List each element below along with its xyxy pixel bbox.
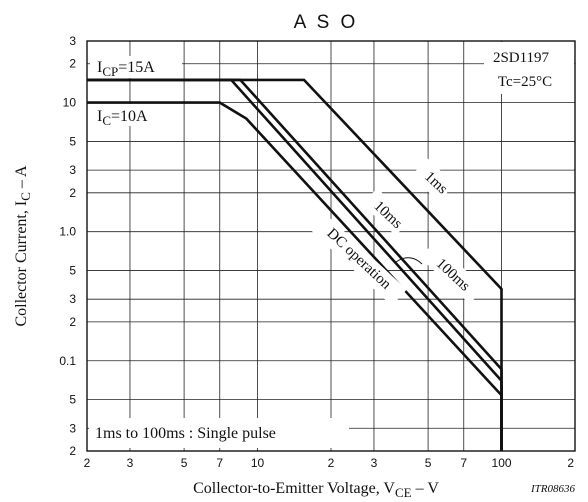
y-tick-label: 1.0 [59, 225, 76, 239]
y-tick-label: 5 [69, 393, 76, 407]
y-tick-label: 2 [69, 444, 76, 458]
x-tick-label: 5 [181, 456, 188, 470]
y-tick-label: 10 [63, 96, 77, 110]
y-tick-label: 3 [69, 163, 76, 177]
x-tick-label: 2 [84, 456, 91, 470]
x-tick-label: 7 [460, 456, 467, 470]
series-label-dc: DC operation [324, 226, 395, 293]
x-tick-label: 7 [216, 456, 223, 470]
condition-label: Tc=25°C [498, 74, 552, 90]
x-tick-labels: 2 3 5 7 10 2 3 5 7 100 2 [84, 456, 575, 470]
series-line-dc-operation [87, 101, 503, 451]
x-tick-label: 3 [371, 456, 378, 470]
plot-frame [86, 40, 576, 452]
info-box [484, 42, 574, 94]
x-tick-label: 5 [425, 456, 432, 470]
label-1ms-bg [410, 158, 456, 202]
y-tick-label: 2 [69, 186, 76, 200]
x-tick-label: 3 [127, 456, 134, 470]
y-tick-label: 5 [69, 134, 76, 148]
label-100ms-leader [395, 257, 423, 265]
y-tick-label: 5 [69, 264, 76, 278]
y-tick-labels: 3 2 10 5 3 2 1.0 5 3 2 0.1 5 3 2 [59, 34, 76, 458]
part-number: 2SD1197 [493, 50, 550, 66]
icp-label-bg [90, 56, 182, 78]
y-axis-label: Collector Current, IC – A [13, 165, 33, 327]
y-tick-label: 2 [69, 315, 76, 329]
ic-label: IC=10A [97, 108, 148, 128]
y-tick-label: 0.1 [59, 354, 76, 368]
x-tick-label: 2 [567, 456, 574, 470]
y-tick-label: 3 [69, 292, 76, 306]
x-tick-label: 10 [251, 456, 265, 470]
series-group [87, 78, 503, 451]
y-tick-label: 3 [69, 34, 76, 48]
icp-label: ICP=15A [97, 59, 155, 79]
chart-title: A S O [294, 12, 359, 33]
ic-label-bg [90, 104, 170, 126]
label-100ms-bg [419, 241, 485, 304]
label-dc-bg [309, 213, 407, 306]
y-tick-label: 2 [69, 57, 76, 71]
x-tick-label: 2 [328, 456, 335, 470]
footnote-bg [89, 418, 349, 448]
x-axis-label: Collector-to-Emitter Voltage, VCE – V [193, 480, 439, 500]
x-tick-label: 100 [492, 456, 512, 470]
label-10ms-bg [362, 188, 411, 236]
doc-code: ITR08636 [530, 483, 576, 495]
y-tick-label: 3 [69, 421, 76, 435]
footnote: 1ms to 100ms : Single pulse [95, 425, 276, 442]
